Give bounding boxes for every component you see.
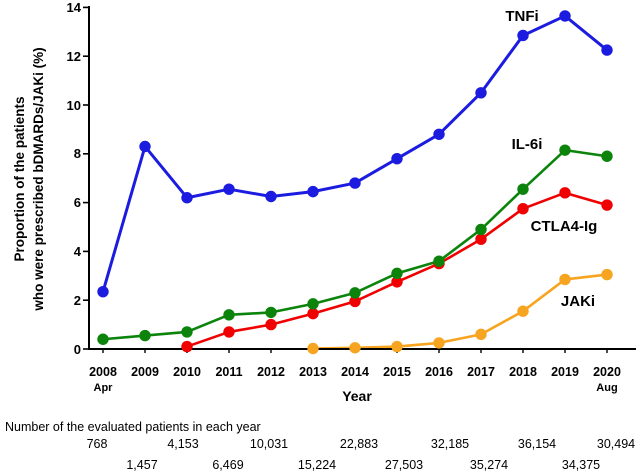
patient-count-odd-year: 34,375: [561, 458, 601, 472]
data-point-ctla4-ig: [601, 199, 613, 211]
series-dots: [97, 10, 613, 355]
x-tick-label: 2011: [215, 365, 243, 379]
data-point-ctla4-ig: [223, 326, 235, 338]
axis-ticks: [83, 6, 608, 353]
patient-count-even-year: 22,883: [339, 437, 379, 451]
data-point-jaki: [433, 337, 445, 349]
y-tick-label: 4: [73, 243, 81, 259]
data-point-ctla4-ig: [181, 340, 193, 353]
y-tick-label: 0: [73, 341, 81, 357]
data-point-tnfi: [139, 140, 151, 153]
data-point-jaki: [391, 340, 403, 353]
data-point-ctla4-ig: [307, 307, 319, 320]
data-point-ctla4-ig: [349, 295, 361, 308]
data-point-tnfi: [391, 152, 403, 165]
data-point-il-6i: [391, 267, 403, 280]
data-point-tnfi: [265, 190, 277, 203]
x-tick-label: 2014: [341, 365, 369, 379]
x-tick-label: 2008: [89, 365, 117, 379]
series-label-tnfi: TNFi: [505, 8, 539, 25]
footnote-header: Number of the evaluated patients in each…: [5, 420, 261, 434]
series-label-il6i: IL-6i: [511, 136, 543, 153]
patient-count-odd-year: 27,503: [384, 458, 424, 472]
data-point-tnfi: [307, 185, 319, 198]
data-point-tnfi: [223, 183, 235, 195]
x-tick-label: 2017: [467, 365, 495, 379]
data-point-ctla4-ig: [265, 318, 277, 331]
line-jaki: [312, 273, 608, 350]
patient-count-odd-year: 15,224: [297, 458, 337, 472]
data-point-jaki: [559, 273, 571, 286]
data-point-jaki: [349, 342, 361, 354]
x-tick-label: 2020: [593, 365, 621, 379]
y-tick-label: 6: [73, 195, 81, 211]
x-tick-label: 2018: [509, 365, 537, 379]
data-point-il-6i: [97, 333, 109, 345]
data-point-tnfi: [349, 177, 361, 189]
patient-count-even-year: 4,153: [167, 437, 199, 451]
y-axis-title-line2: who were prescribed bDMARDs/JAKi (%): [31, 47, 46, 311]
x-tick-label: 2010: [173, 365, 201, 379]
x-tick-label: 2013: [299, 365, 327, 379]
data-point-ctla4-ig: [559, 187, 571, 199]
data-point-il-6i: [139, 329, 151, 342]
data-point-ctla4-ig: [391, 276, 403, 288]
y-tick-label: 8: [73, 146, 81, 162]
data-point-tnfi: [517, 29, 529, 42]
data-point-il-6i: [559, 144, 571, 156]
data-point-il-6i: [475, 223, 487, 236]
x-tick-label: 2015: [383, 365, 411, 379]
data-point-jaki: [475, 328, 487, 341]
data-point-jaki: [517, 305, 529, 317]
y-tick-label: 2: [73, 292, 81, 308]
data-point-tnfi: [433, 128, 445, 140]
patient-count-odd-year: 6,469: [212, 458, 244, 472]
patient-count-even-year: 36,154: [517, 437, 557, 451]
data-point-tnfi: [97, 285, 109, 298]
x-tick-label: 2016: [425, 365, 453, 379]
data-point-jaki: [601, 268, 613, 281]
series-label-jaki: JAKi: [560, 293, 596, 310]
data-point-il-6i: [349, 287, 361, 299]
data-point-il-6i: [307, 298, 319, 310]
patient-count-even-year: 32,185: [430, 437, 470, 451]
y-axis-title-line1: Proportion of the patients: [12, 96, 27, 262]
data-point-tnfi: [475, 87, 487, 99]
x-tick-label: 2009: [131, 365, 159, 379]
patient-count-even-year: 768: [86, 437, 108, 451]
series-label-ctla4-ig: CTLA4-Ig: [530, 218, 598, 235]
y-tick-label: 10: [66, 97, 81, 113]
data-point-jaki: [307, 342, 319, 355]
data-point-tnfi: [601, 44, 613, 56]
x-tick-label: 2019: [551, 365, 579, 379]
data-point-tnfi: [559, 10, 571, 22]
patient-count-odd-year: 1,457: [126, 458, 158, 472]
patient-count-even-year: 30,494: [596, 437, 636, 451]
data-point-il-6i: [265, 306, 277, 319]
data-point-il-6i: [181, 326, 193, 338]
patient-count-odd-year: 35,274: [469, 458, 509, 472]
data-point-ctla4-ig: [517, 203, 529, 215]
x-sub-label-aug: Aug: [596, 382, 618, 394]
data-point-il-6i: [433, 255, 445, 267]
y-tick-label: 14: [66, 0, 81, 15]
y-axis-title: Proportion of the patients who were pres…: [10, 9, 50, 349]
data-point-il-6i: [601, 150, 613, 162]
x-sub-label-apr: Apr: [93, 382, 113, 394]
data-point-tnfi: [181, 192, 193, 204]
y-tick-label: 12: [66, 48, 81, 64]
x-axis-title: Year: [342, 388, 372, 404]
line-tnfi: [101, 14, 608, 293]
data-point-ctla4-ig: [475, 233, 487, 245]
data-point-il-6i: [517, 183, 529, 195]
patient-count-even-year: 10,031: [249, 437, 289, 451]
x-tick-label: 2012: [257, 365, 285, 379]
data-point-il-6i: [223, 309, 235, 321]
